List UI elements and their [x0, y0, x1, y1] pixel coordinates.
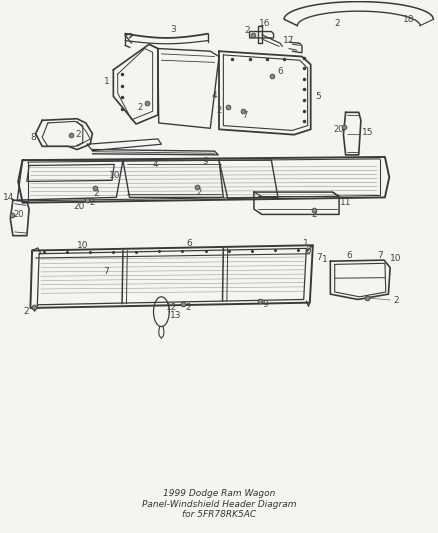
Text: 10: 10 — [77, 241, 88, 250]
Text: 7: 7 — [243, 111, 248, 120]
Text: 20: 20 — [333, 125, 343, 134]
Text: 2: 2 — [90, 198, 95, 207]
Text: 9: 9 — [262, 300, 268, 309]
Text: 7: 7 — [377, 252, 382, 260]
Text: 1: 1 — [104, 77, 110, 86]
Text: 15: 15 — [362, 128, 373, 137]
Text: 9: 9 — [202, 157, 208, 166]
Text: 1: 1 — [304, 239, 309, 248]
Text: 1999 Dodge Ram Wagon
Panel-Windshield Header Diagram
for 5FR78RK5AC: 1999 Dodge Ram Wagon Panel-Windshield He… — [142, 489, 296, 519]
Text: 7: 7 — [317, 253, 322, 262]
Text: 11: 11 — [340, 198, 351, 207]
Text: 14: 14 — [3, 193, 14, 202]
Text: 2: 2 — [244, 26, 250, 35]
Text: 2: 2 — [138, 102, 143, 111]
Text: 2: 2 — [311, 211, 317, 220]
Text: 17: 17 — [283, 36, 295, 45]
Text: 2: 2 — [186, 303, 191, 312]
Text: 4: 4 — [153, 160, 159, 169]
Text: 2: 2 — [334, 19, 340, 28]
Text: 12: 12 — [166, 303, 177, 312]
Text: 5: 5 — [316, 92, 321, 101]
Text: 2: 2 — [197, 188, 202, 197]
Text: 8: 8 — [31, 133, 36, 142]
Text: 20: 20 — [74, 203, 85, 212]
Text: 20: 20 — [13, 210, 23, 219]
Text: 4: 4 — [212, 91, 217, 100]
Text: 18: 18 — [403, 15, 415, 24]
Text: 2: 2 — [76, 130, 81, 139]
Text: 10: 10 — [390, 254, 402, 263]
Text: 2: 2 — [393, 296, 399, 305]
Text: 6: 6 — [277, 67, 283, 76]
Text: 16: 16 — [259, 19, 271, 28]
Text: 2: 2 — [93, 189, 99, 198]
Text: 6: 6 — [187, 239, 192, 248]
Text: 1: 1 — [322, 255, 328, 263]
Text: 2: 2 — [216, 106, 222, 115]
Text: 7: 7 — [103, 268, 109, 276]
Text: 6: 6 — [306, 246, 311, 255]
Text: 6: 6 — [346, 252, 352, 260]
Text: 3: 3 — [170, 25, 176, 34]
Text: 10: 10 — [109, 171, 120, 180]
Text: 2: 2 — [23, 307, 29, 316]
Text: 13: 13 — [170, 311, 181, 320]
